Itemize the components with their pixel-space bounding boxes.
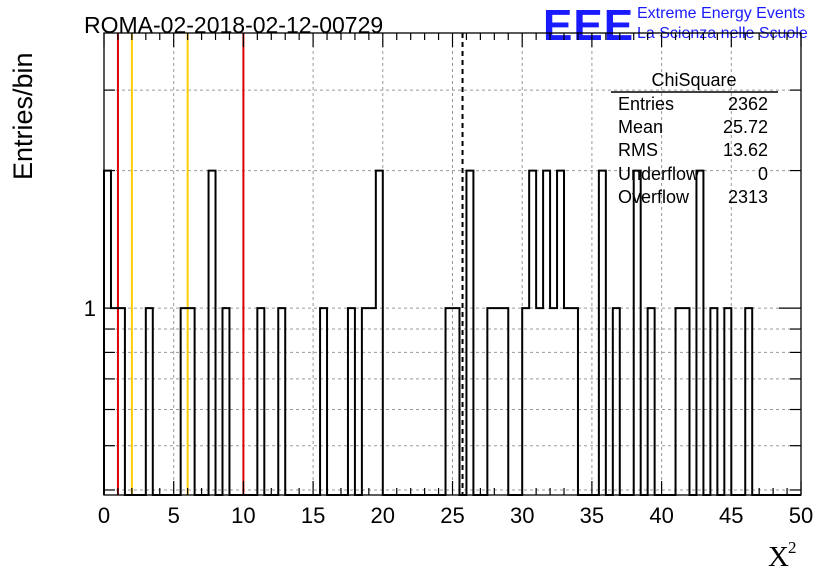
stats-label-overflow: Overflow xyxy=(618,187,690,207)
stats-label-underflow: Underflow xyxy=(618,164,700,184)
stats-label-entries: Entries xyxy=(618,94,674,114)
y-axis-label: Entries/bin xyxy=(8,52,38,180)
stats-value-rms: 13.62 xyxy=(723,140,768,160)
stats-value-overflow: 2313 xyxy=(728,187,768,207)
stats-box: ChiSquare Entries 2362 Mean 25.72 RMS 13… xyxy=(611,70,778,207)
stats-value-entries: 2362 xyxy=(728,94,768,114)
x-tick-label: 40 xyxy=(649,503,673,528)
x-tick-label: 20 xyxy=(371,503,395,528)
logo-letters: EEE xyxy=(543,1,634,50)
x-tick-label: 45 xyxy=(719,503,743,528)
x-tick-label: 15 xyxy=(301,503,325,528)
x-tick-label: 0 xyxy=(98,503,110,528)
chart-title: ROMA-02-2018-02-12-00729 xyxy=(84,12,383,38)
logo-line1: Extreme Energy Events xyxy=(637,5,805,22)
x-tick-label: 35 xyxy=(580,503,604,528)
y-tick-label: 1 xyxy=(84,296,96,321)
x-axis-label-superscript: 2 xyxy=(788,538,797,557)
x-tick-label: 30 xyxy=(510,503,534,528)
stats-title: ChiSquare xyxy=(651,70,736,90)
x-tick-label: 25 xyxy=(440,503,464,528)
x-tick-label: 10 xyxy=(231,503,255,528)
stats-label-rms: RMS xyxy=(618,140,658,160)
stats-value-underflow: 0 xyxy=(758,164,768,184)
x-axis-label-group: X 2 xyxy=(768,538,797,572)
axes: 0 5 10 15 20 25 30 35 40 45 50 1 xyxy=(84,32,813,528)
marker-lines xyxy=(116,33,464,495)
stats-value-mean: 25.72 xyxy=(723,117,768,137)
eee-logo: EEE Extreme Energy Events La Scienza nel… xyxy=(543,1,808,50)
x-tick-label: 50 xyxy=(789,503,813,528)
x-axis-label: X xyxy=(768,541,789,572)
stats-label-mean: Mean xyxy=(618,117,663,137)
x-tick-label: 5 xyxy=(168,503,180,528)
